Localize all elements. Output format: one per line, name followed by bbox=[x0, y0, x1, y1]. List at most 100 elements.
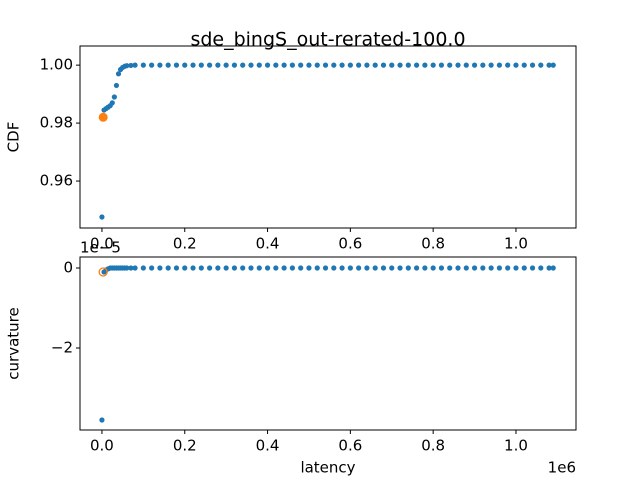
x-tick-label: 0.0 bbox=[90, 437, 114, 455]
data-point bbox=[157, 265, 163, 271]
plot-frame bbox=[79, 45, 577, 229]
x-tick-label: 0.4 bbox=[256, 235, 280, 253]
data-point bbox=[529, 62, 536, 68]
y-axis-label: curvature bbox=[5, 307, 23, 379]
data-point bbox=[356, 265, 362, 271]
data-point bbox=[306, 265, 312, 271]
data-point bbox=[521, 265, 527, 271]
y-tick-label: −2 bbox=[51, 339, 73, 357]
data-point bbox=[331, 62, 337, 68]
data-point bbox=[314, 62, 320, 68]
data-point bbox=[356, 62, 362, 68]
data-point bbox=[273, 62, 279, 68]
data-point bbox=[455, 265, 461, 271]
data-point bbox=[264, 62, 271, 68]
data-point bbox=[198, 265, 204, 271]
data-point bbox=[157, 62, 163, 68]
data-point bbox=[98, 112, 108, 122]
data-point bbox=[455, 62, 461, 68]
data-point bbox=[339, 265, 345, 271]
data-point bbox=[298, 265, 304, 271]
data-point bbox=[463, 265, 469, 271]
data-point bbox=[538, 62, 544, 68]
data-point bbox=[306, 62, 312, 68]
data-point bbox=[347, 62, 353, 68]
data-point bbox=[550, 265, 556, 271]
x-tick-label: 0.6 bbox=[338, 437, 362, 455]
data-point bbox=[480, 265, 486, 271]
data-point bbox=[182, 62, 188, 68]
data-point bbox=[463, 62, 469, 68]
data-point bbox=[314, 265, 320, 271]
data-point bbox=[505, 62, 511, 68]
data-point bbox=[99, 214, 105, 220]
data-point bbox=[215, 62, 221, 68]
x-tick-label: 0.0 bbox=[90, 235, 114, 253]
y-tick-label: 0 bbox=[63, 259, 73, 277]
data-point bbox=[405, 62, 411, 68]
data-point bbox=[240, 265, 246, 271]
data-point bbox=[529, 265, 536, 271]
data-point bbox=[223, 265, 229, 271]
data-point bbox=[380, 62, 387, 68]
data-point bbox=[165, 62, 171, 68]
data-point bbox=[372, 265, 378, 271]
data-point bbox=[550, 62, 556, 68]
data-point bbox=[513, 62, 519, 68]
data-point bbox=[538, 265, 544, 271]
data-point bbox=[182, 265, 188, 271]
y-tick-label: 0.98 bbox=[40, 114, 73, 132]
data-point bbox=[190, 62, 196, 68]
y-offset-text: 1e−5 bbox=[80, 239, 121, 257]
x-tick-label: 1.0 bbox=[504, 437, 528, 455]
data-point bbox=[128, 62, 134, 69]
data-point bbox=[98, 267, 108, 277]
data-point bbox=[447, 62, 453, 68]
data-point bbox=[397, 62, 403, 68]
data-point bbox=[438, 62, 445, 68]
data-point bbox=[124, 265, 130, 271]
data-point bbox=[347, 265, 353, 271]
data-point bbox=[215, 265, 221, 271]
data-point bbox=[273, 265, 279, 271]
data-point bbox=[198, 62, 204, 68]
data-point bbox=[488, 62, 494, 68]
data-point bbox=[111, 94, 117, 100]
data-point bbox=[397, 265, 403, 271]
data-point bbox=[140, 265, 146, 271]
y-tick-label: 0.96 bbox=[40, 172, 73, 190]
data-point bbox=[471, 62, 478, 68]
data-point bbox=[256, 62, 262, 68]
data-point bbox=[240, 62, 246, 68]
data-point bbox=[124, 63, 130, 69]
data-point bbox=[223, 62, 229, 68]
x-tick-label: 0.2 bbox=[173, 235, 197, 253]
x-tick-label: 1.0 bbox=[504, 235, 528, 253]
data-point bbox=[546, 265, 552, 271]
data-point bbox=[414, 265, 420, 271]
data-point bbox=[281, 62, 287, 68]
data-point bbox=[521, 62, 527, 68]
x-tick-label: 0.2 bbox=[173, 437, 197, 455]
data-point bbox=[414, 62, 420, 68]
data-point bbox=[281, 265, 287, 271]
data-point bbox=[173, 265, 180, 271]
data-point bbox=[140, 62, 146, 68]
x-tick-label: 0.4 bbox=[256, 437, 280, 455]
data-point bbox=[430, 265, 436, 271]
data-point bbox=[248, 265, 254, 271]
data-point bbox=[438, 265, 445, 271]
data-point bbox=[132, 62, 138, 68]
chart-title: sde_bingS_out-rerated-100.0 bbox=[190, 29, 465, 51]
data-point bbox=[206, 62, 213, 68]
data-point bbox=[165, 265, 171, 271]
data-point bbox=[256, 265, 262, 271]
data-point bbox=[389, 62, 395, 68]
data-point bbox=[231, 62, 238, 68]
data-point bbox=[289, 265, 295, 271]
data-point bbox=[190, 265, 196, 271]
data-point bbox=[132, 265, 138, 271]
data-point bbox=[496, 265, 503, 271]
x-tick-label: 0.6 bbox=[338, 235, 362, 253]
data-point bbox=[389, 265, 395, 271]
